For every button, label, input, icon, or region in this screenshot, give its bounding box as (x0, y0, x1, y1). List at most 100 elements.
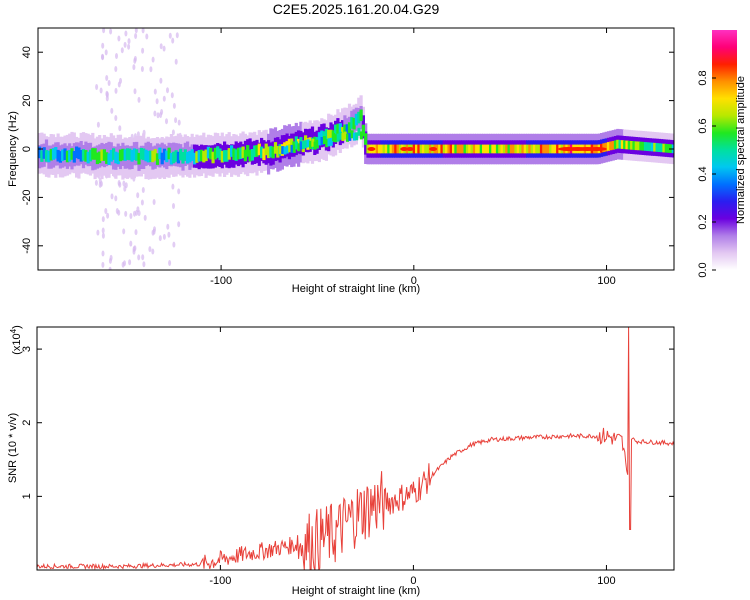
noise-speckle (101, 53, 104, 60)
noise-speckle (105, 75, 109, 81)
spectrogram-cell (158, 147, 162, 160)
noise-speckle (132, 64, 136, 71)
spectrogram-cell (509, 144, 513, 154)
spectrogram-cell (486, 144, 490, 154)
spectrogram-cell (458, 144, 463, 154)
spectrogram-cell (49, 148, 53, 161)
spectrogram-cell (417, 144, 421, 154)
spectrogram-cell (334, 124, 338, 137)
spectrogram-cell (315, 139, 319, 148)
noise-speckle (114, 195, 118, 202)
spectrogram-cell (320, 130, 324, 143)
spectrogram-cell (470, 144, 474, 154)
spectrogram-cell (620, 140, 624, 149)
spectrogram-cell (44, 150, 49, 162)
snr-x-ticks: -100 0 100 (209, 327, 616, 587)
spectrogram-cell (273, 142, 278, 154)
spectrogram-cell (211, 151, 215, 164)
x-tick-label: 0 (410, 575, 416, 587)
noise-speckle (115, 53, 118, 59)
spectrogram-cell (70, 148, 74, 160)
spectrogram-cell (456, 144, 460, 154)
noise-speckle (96, 229, 100, 236)
spectrogram-cell (128, 148, 132, 161)
spectrogram-cell (324, 128, 328, 141)
noise-speckle (172, 241, 176, 248)
noise-speckle (101, 250, 105, 257)
spectrogram-cell (54, 147, 58, 159)
snr-frame (36, 326, 675, 571)
spectrogram-cell (630, 141, 634, 150)
noise-speckle (123, 260, 126, 267)
noise-speckle (141, 47, 145, 54)
y-tick-label: 20 (21, 94, 33, 106)
noise-speckle (155, 98, 159, 105)
spectrogram-cell (169, 152, 173, 165)
spectrogram-cell (232, 148, 236, 160)
spectrogram-cell (461, 144, 465, 154)
spectrogram-cell (227, 148, 231, 160)
spectrogram-cell (424, 144, 428, 154)
spectrogram-cell (632, 141, 636, 150)
spectrogram-cell (63, 148, 67, 160)
colorbar-gradient (712, 30, 737, 270)
spectrogram-cell (650, 142, 655, 152)
spectrogram-cell (530, 144, 534, 154)
spectrogram-cell (309, 140, 312, 149)
noise-speckle (159, 43, 163, 50)
noise-speckle (174, 58, 178, 65)
noise-speckle (110, 107, 114, 114)
spectrogram-cell (616, 139, 620, 149)
spectrogram-cell (396, 144, 400, 154)
spectrogram-cell (144, 149, 148, 162)
noise-speckle (165, 118, 168, 125)
spectrogram-cell (546, 144, 550, 154)
noise-speckle (152, 199, 156, 205)
spectrogram-cell (253, 145, 257, 158)
spectrogram-y-ticks: -40 -20 0 20 40 (21, 46, 674, 254)
noise-speckle (133, 57, 137, 64)
spectrogram-cell (179, 148, 183, 161)
spectrogram-trace (38, 28, 674, 270)
spectrogram-cell (502, 144, 507, 154)
noise-speckle (101, 261, 105, 268)
noise-speckle (115, 208, 119, 214)
spectrogram-cell (391, 144, 395, 154)
noise-speckle (168, 32, 172, 39)
y-tick-label: 40 (21, 46, 33, 58)
spectrogram-cell (332, 133, 336, 141)
snr-series (37, 327, 674, 570)
spectrogram-cell (267, 146, 271, 159)
spectrogram-cell (491, 144, 495, 154)
spectrogram-cell (98, 151, 102, 164)
spectrogram-cell (246, 145, 250, 157)
spectrogram-cell (347, 122, 352, 134)
spectrogram-cell (132, 148, 136, 160)
noise-speckle (123, 185, 127, 192)
snr-line (37, 327, 674, 570)
spectrogram-cell (382, 144, 386, 154)
spectrogram-cell (544, 144, 548, 154)
spectrogram-cell (188, 150, 192, 163)
spectrogram-cell (637, 141, 641, 151)
spectrogram-cell (606, 142, 611, 151)
spectrogram-cell (542, 144, 546, 154)
y-tick-label: -40 (21, 238, 33, 254)
spectrogram-cell (339, 131, 342, 140)
spectrogram-cell (646, 142, 650, 151)
noise-speckle (114, 66, 118, 72)
noise-speckle (127, 43, 131, 50)
spectrogram-cell (327, 129, 331, 142)
spectrogram-cell (611, 141, 615, 150)
spectrogram-cell (329, 137, 333, 146)
noise-speckle (122, 228, 126, 235)
noise-speckle (171, 183, 175, 190)
spectrogram-cell (465, 144, 470, 154)
spectrogram-cell (648, 142, 652, 152)
spectrogram-cell (454, 144, 458, 154)
spectrogram-cell (197, 150, 201, 162)
y-tick-label: 1 (21, 493, 33, 499)
spectrogram-cell (526, 144, 530, 154)
spectrogram-cell (295, 141, 299, 150)
noise-speckle (114, 87, 118, 94)
